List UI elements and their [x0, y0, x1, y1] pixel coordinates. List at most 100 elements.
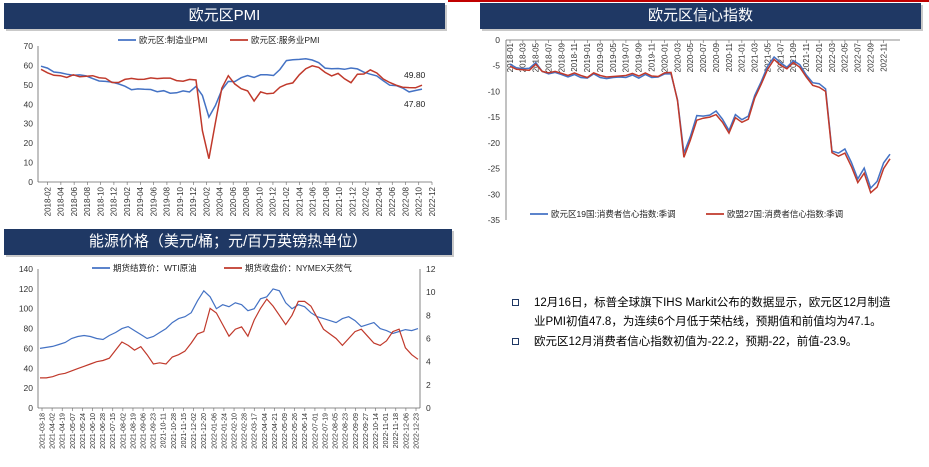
- x-tick-label: 2019-11: [647, 42, 656, 71]
- x-tick-label: 2022-08-23: [343, 413, 350, 449]
- x-tick-label: 2022-11-18: [393, 413, 400, 448]
- x-tick-label: 2022-03-17: [252, 413, 259, 449]
- x-tick-label: 2020-10: [255, 186, 264, 216]
- x-tick-label: 2021-07-15: [110, 413, 117, 449]
- series-line: [509, 58, 891, 195]
- series-line: [509, 55, 891, 190]
- y-tick-label-right: 12: [426, 264, 436, 274]
- x-tick-label: 2021-12: [348, 186, 357, 216]
- x-tick-label: 2019-02: [123, 186, 132, 216]
- y-tick-label: 60: [24, 60, 34, 70]
- note-item: 12月16日，标普全球旗下IHS Markit公布的数据显示，欧元区12月制造业…: [512, 294, 897, 332]
- x-tick-label: 2021-04-02: [50, 413, 57, 449]
- x-tick-label: 2021-07: [776, 42, 785, 72]
- x-tick-label: 2021-10-28: [171, 413, 178, 449]
- x-tick-label: 2022-12-23: [413, 413, 420, 449]
- x-tick-label: 2021-11-15: [181, 413, 188, 448]
- y-tick-label-right: 4: [426, 357, 431, 367]
- x-tick-label: 2018-10: [96, 186, 105, 216]
- legend-label: 欧元区19国:消费者信心指数:季调: [551, 209, 676, 219]
- x-tick-label: 2018-04: [57, 186, 66, 216]
- x-tick-label: 2021-09-06: [141, 413, 148, 449]
- series-line: [39, 288, 419, 349]
- x-tick-label: 2022-11-01: [383, 413, 390, 448]
- x-tick-label: 2018-03: [519, 42, 528, 72]
- x-tick-label: 2018-01: [506, 42, 515, 72]
- x-tick-label: 2021-06: [309, 186, 318, 216]
- y-tick-label: -20: [488, 138, 501, 148]
- x-tick-label: 2022-05-09: [282, 413, 289, 449]
- end-label: 47.80: [404, 99, 426, 109]
- y-tick-label-left: 40: [24, 363, 34, 373]
- x-tick-label: 2019-08: [163, 186, 172, 216]
- series-line: [40, 65, 423, 159]
- y-tick-label: 70: [24, 41, 34, 51]
- y-tick-label: 50: [24, 80, 34, 90]
- y-tick-label-left: 120: [19, 284, 33, 294]
- x-tick-label: 2021-12-20: [201, 413, 208, 449]
- x-tick-label: 2021-06-28: [100, 413, 107, 449]
- legend-label: 欧盟27国:消费者信心指数:季调: [727, 209, 843, 219]
- x-tick-label: 2021-01: [738, 42, 747, 72]
- y-tick-label: 40: [24, 99, 34, 109]
- y-tick-label-right: 2: [426, 380, 431, 390]
- x-tick-label: 2022-04-21: [272, 413, 279, 449]
- confidence-panel-title: 欧元区信心指数: [480, 3, 921, 29]
- x-tick-label: 2021-09: [789, 42, 798, 72]
- bullet-square-icon: [512, 299, 519, 306]
- x-tick-label: 2021-08-19: [130, 413, 137, 449]
- x-tick-label: 2021-04-19: [60, 413, 67, 449]
- y-tick-label: 0: [495, 35, 500, 45]
- x-tick-label: 2021-04: [295, 186, 304, 216]
- x-tick-label: 2021-02: [282, 186, 291, 216]
- y-tick-label-left: 60: [24, 343, 34, 353]
- x-tick-label: 2019-03: [596, 42, 605, 72]
- x-tick-label: 2020-11: [725, 42, 734, 71]
- x-tick-label: 2021-10-11: [161, 413, 168, 448]
- x-tick-label: 2022-08: [401, 186, 410, 216]
- x-tick-label: 2020-07: [699, 42, 708, 72]
- y-tick-label: -15: [488, 112, 501, 122]
- x-tick-label: 2021-05: [763, 42, 772, 72]
- y-tick-label: -10: [488, 86, 501, 96]
- y-tick-label-left: 0: [28, 403, 33, 413]
- x-tick-label: 2022-04: [375, 186, 384, 216]
- y-tick-label: -35: [488, 215, 501, 225]
- x-tick-label: 2020-02: [202, 186, 211, 216]
- x-tick-label: 2022-01-24: [221, 413, 228, 449]
- pmi-chart: 0 10 20 30 40 50 60 70 2018-02 2018-04 2018-06 2018…: [24, 35, 437, 216]
- x-tick-label: 2021-08: [322, 186, 331, 216]
- x-tick-label: 2019-07: [622, 42, 631, 72]
- x-tick-label: 2022-05-26: [292, 413, 299, 449]
- x-tick-label: 2022-01-06: [211, 413, 218, 449]
- x-tick-label: 2022-12: [428, 186, 437, 216]
- x-tick-label: 2022-02-10: [232, 413, 239, 449]
- y-tick-label: 10: [24, 158, 34, 168]
- x-tick-label: 2022-10: [415, 186, 424, 216]
- y-tick-label: 0: [28, 177, 33, 187]
- x-tick-label: 2020-01: [660, 42, 669, 72]
- y-tick-label-right: 0: [426, 403, 431, 413]
- x-tick-label: 2022-12-06: [403, 413, 410, 449]
- x-tick-label: 2018-05: [532, 42, 541, 72]
- x-tick-label: 2022-04-04: [262, 413, 269, 449]
- legend-label: 期货收盘价：NYMEX天然气: [245, 263, 352, 273]
- y-tick-label-right: 6: [426, 334, 431, 344]
- x-tick-label: 2019-05: [609, 42, 618, 72]
- x-tick-label: 2022-05: [841, 42, 850, 72]
- x-tick-label: 2021-06-10: [90, 413, 97, 449]
- x-tick-label: 2021-05-07: [70, 413, 77, 449]
- note-item: 欧元区12月消费者信心指数初值为-22.2，预期-22，前值-23.9。: [512, 333, 897, 352]
- y-tick-label-left: 100: [19, 304, 33, 314]
- x-tick-label: 2018-09: [557, 42, 566, 72]
- legend-label: 欧元区:制造业PMI: [139, 35, 207, 45]
- energy-chart: 0 20 40 60 80 100 120 140 0 2 4 6 8 10 12 2021-03-18 202…: [19, 263, 436, 449]
- x-tick-label: 2020-04: [216, 186, 225, 216]
- legend-label: 欧元区:服务业PMI: [251, 35, 319, 45]
- end-label: 49.80: [404, 70, 426, 80]
- y-tick-label-left: 80: [24, 324, 34, 334]
- x-tick-label: 2018-07: [544, 42, 553, 72]
- x-tick-label: 2022-09-09: [353, 413, 360, 449]
- x-tick-label: 2021-03-18: [39, 413, 46, 449]
- x-tick-label: 2021-09-23: [151, 413, 158, 449]
